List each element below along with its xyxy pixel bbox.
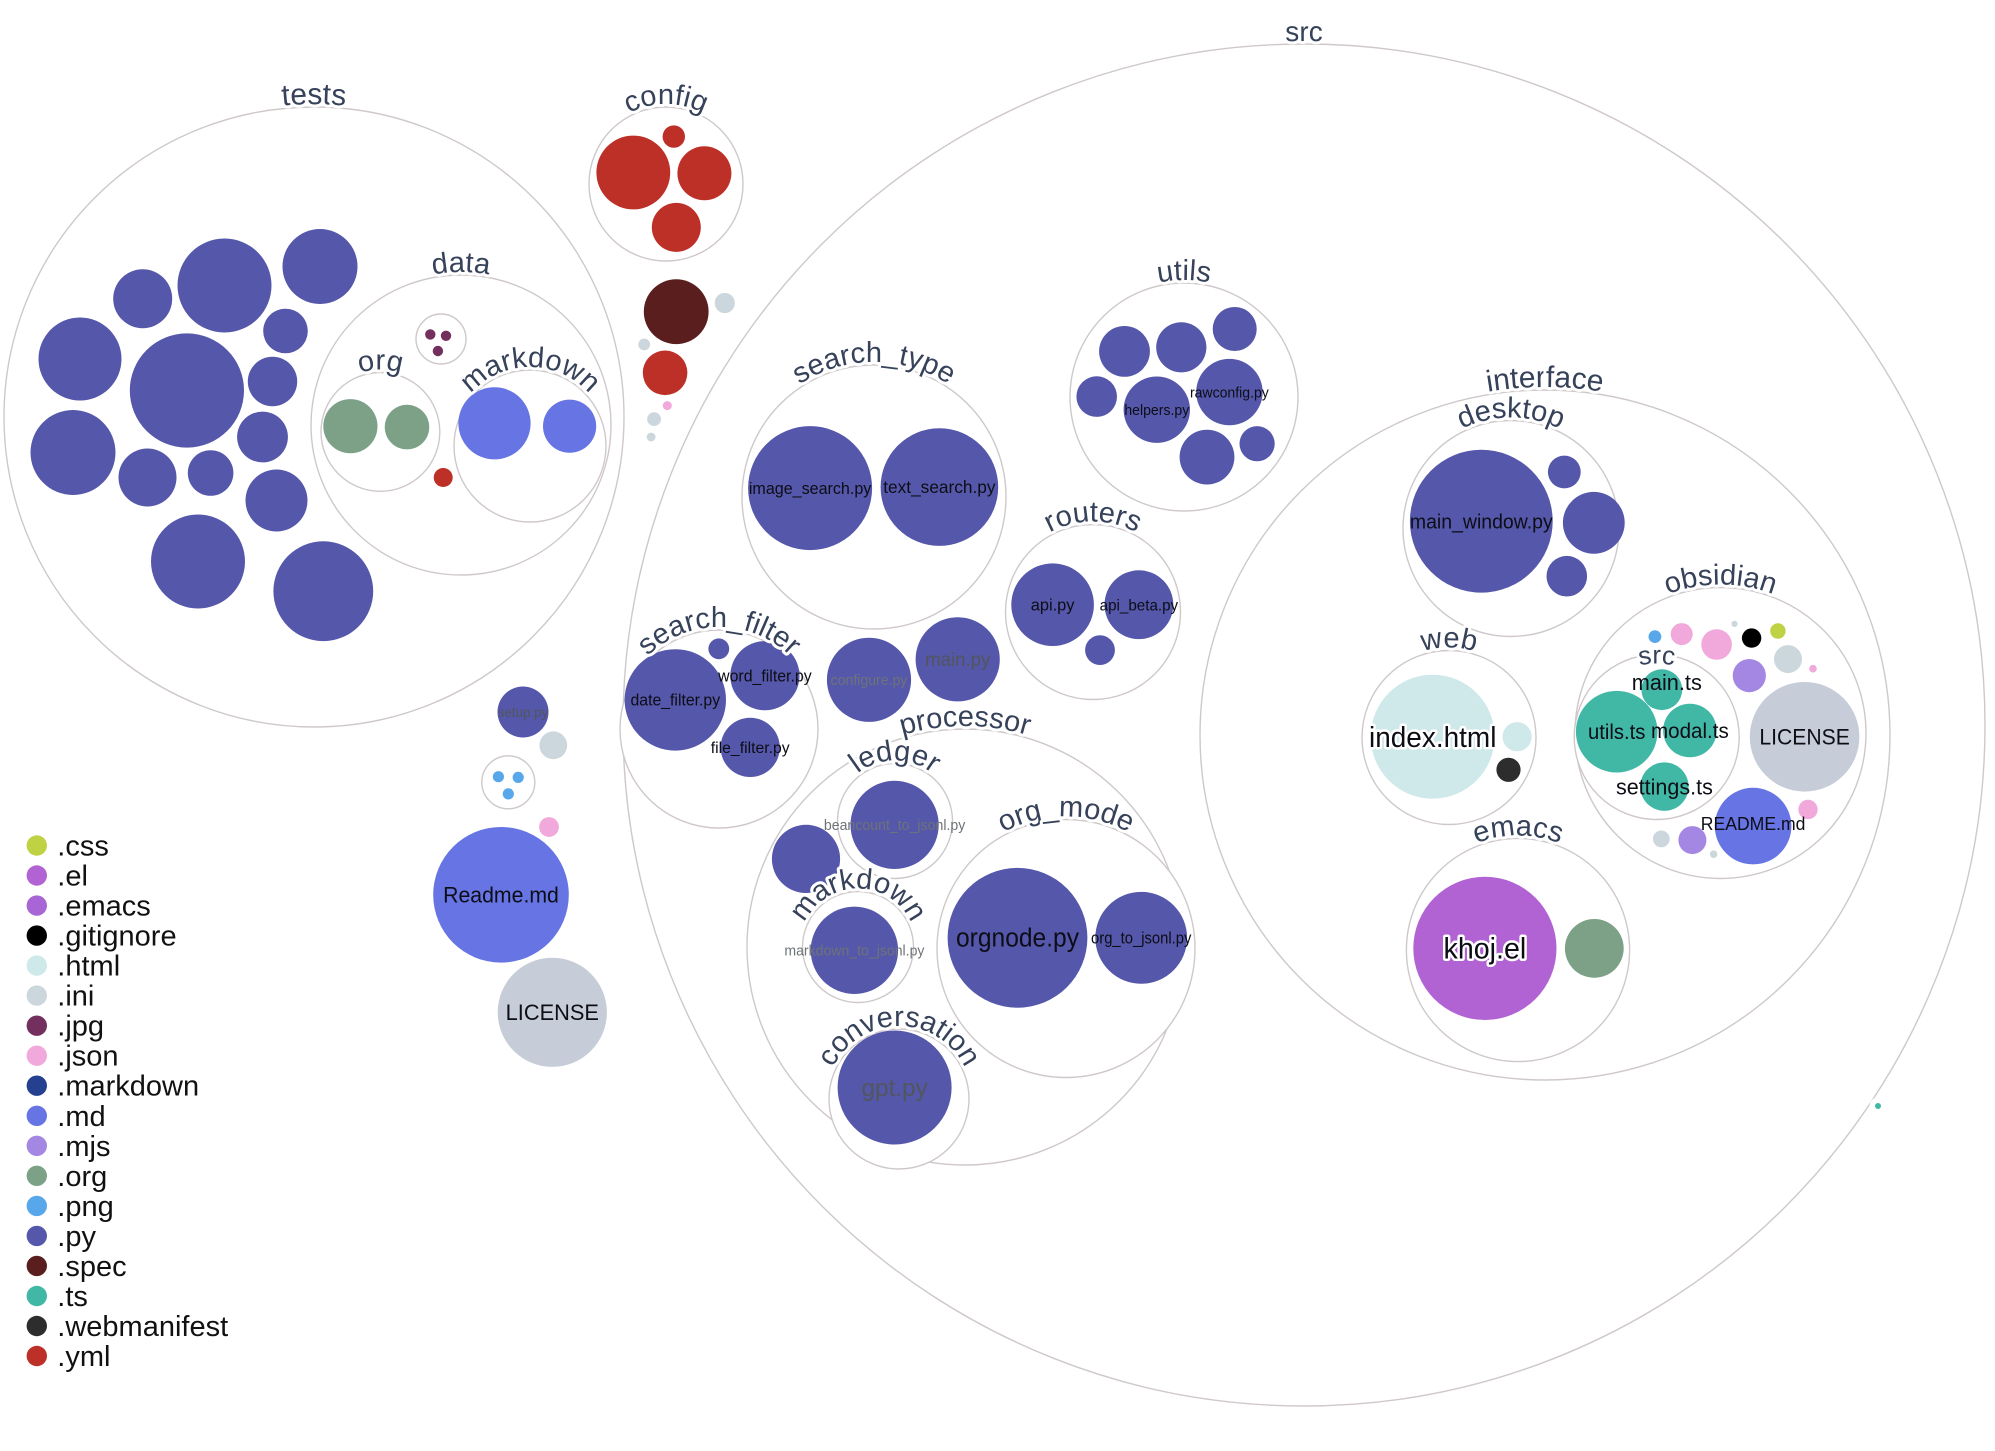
svg-text:.emacs: .emacs xyxy=(57,891,150,923)
svg-text:LICENSE: LICENSE xyxy=(506,1000,599,1025)
svg-text:interface: interface xyxy=(1484,361,1606,399)
svg-text:.org: .org xyxy=(57,1161,107,1193)
svg-text:.yml: .yml xyxy=(57,1341,110,1373)
svg-text:LICENSE: LICENSE xyxy=(1759,725,1850,750)
svg-text:image_search.py: image_search.py xyxy=(749,479,872,498)
svg-text:.ini: .ini xyxy=(57,981,94,1013)
svg-text:api.py: api.py xyxy=(1031,596,1075,615)
svg-text:setup.py: setup.py xyxy=(498,704,548,720)
svg-text:.mjs: .mjs xyxy=(57,1131,110,1163)
svg-text:.css: .css xyxy=(57,831,109,863)
svg-text:markdown_to_jsonl.py: markdown_to_jsonl.py xyxy=(784,943,925,960)
svg-text:.el: .el xyxy=(57,861,88,893)
svg-text:data: data xyxy=(430,247,494,282)
svg-text:word_filter.py: word_filter.py xyxy=(717,668,812,686)
svg-text:text_search.py: text_search.py xyxy=(883,477,996,498)
svg-text:gpt.py: gpt.py xyxy=(861,1075,928,1102)
svg-text:main.ts: main.ts xyxy=(1632,670,1702,695)
svg-text:utils: utils xyxy=(1155,255,1214,290)
svg-text:api_beta.py: api_beta.py xyxy=(1100,597,1179,614)
svg-text:web: web xyxy=(1417,622,1480,658)
svg-text:file_filter.py: file_filter.py xyxy=(711,740,790,757)
svg-text:.jpg: .jpg xyxy=(57,1011,104,1043)
svg-text:README.md: README.md xyxy=(1701,814,1806,834)
svg-text:date_filter.py: date_filter.py xyxy=(631,692,721,710)
svg-text:.webmanifest: .webmanifest xyxy=(57,1311,228,1343)
svg-text:.markdown: .markdown xyxy=(57,1071,199,1103)
svg-text:.py: .py xyxy=(57,1221,96,1253)
svg-text:index.html: index.html xyxy=(1369,722,1496,754)
svg-text:.spec: .spec xyxy=(57,1251,126,1283)
svg-text:rawconfig.py: rawconfig.py xyxy=(1190,384,1269,401)
svg-text:khoj.el: khoj.el xyxy=(1444,933,1527,966)
svg-text:.md: .md xyxy=(57,1101,105,1133)
svg-text:org_to_jsonl.py: org_to_jsonl.py xyxy=(1091,930,1192,948)
svg-text:main_window.py: main_window.py xyxy=(1410,510,1554,533)
svg-text:main.py: main.py xyxy=(925,650,991,671)
svg-text:.html: .html xyxy=(57,951,120,983)
svg-text:Readme.md: Readme.md xyxy=(443,883,559,908)
svg-text:src: src xyxy=(1285,16,1323,47)
svg-text:configure.py: configure.py xyxy=(831,672,908,689)
svg-text:.json: .json xyxy=(57,1041,118,1073)
svg-text:helpers.py: helpers.py xyxy=(1124,402,1189,419)
svg-text:.gitignore: .gitignore xyxy=(57,921,176,953)
svg-text:modal.ts: modal.ts xyxy=(1651,720,1729,743)
svg-text:settings.ts: settings.ts xyxy=(1616,774,1713,799)
svg-text:.ts: .ts xyxy=(57,1281,88,1313)
svg-text:beancount_to_jsonl.py: beancount_to_jsonl.py xyxy=(824,817,966,834)
svg-text:src: src xyxy=(1636,639,1677,671)
svg-text:utils.ts: utils.ts xyxy=(1588,721,1645,744)
svg-text:.png: .png xyxy=(57,1191,113,1223)
svg-text:orgnode.py: orgnode.py xyxy=(956,925,1079,953)
svg-text:org: org xyxy=(355,345,407,380)
